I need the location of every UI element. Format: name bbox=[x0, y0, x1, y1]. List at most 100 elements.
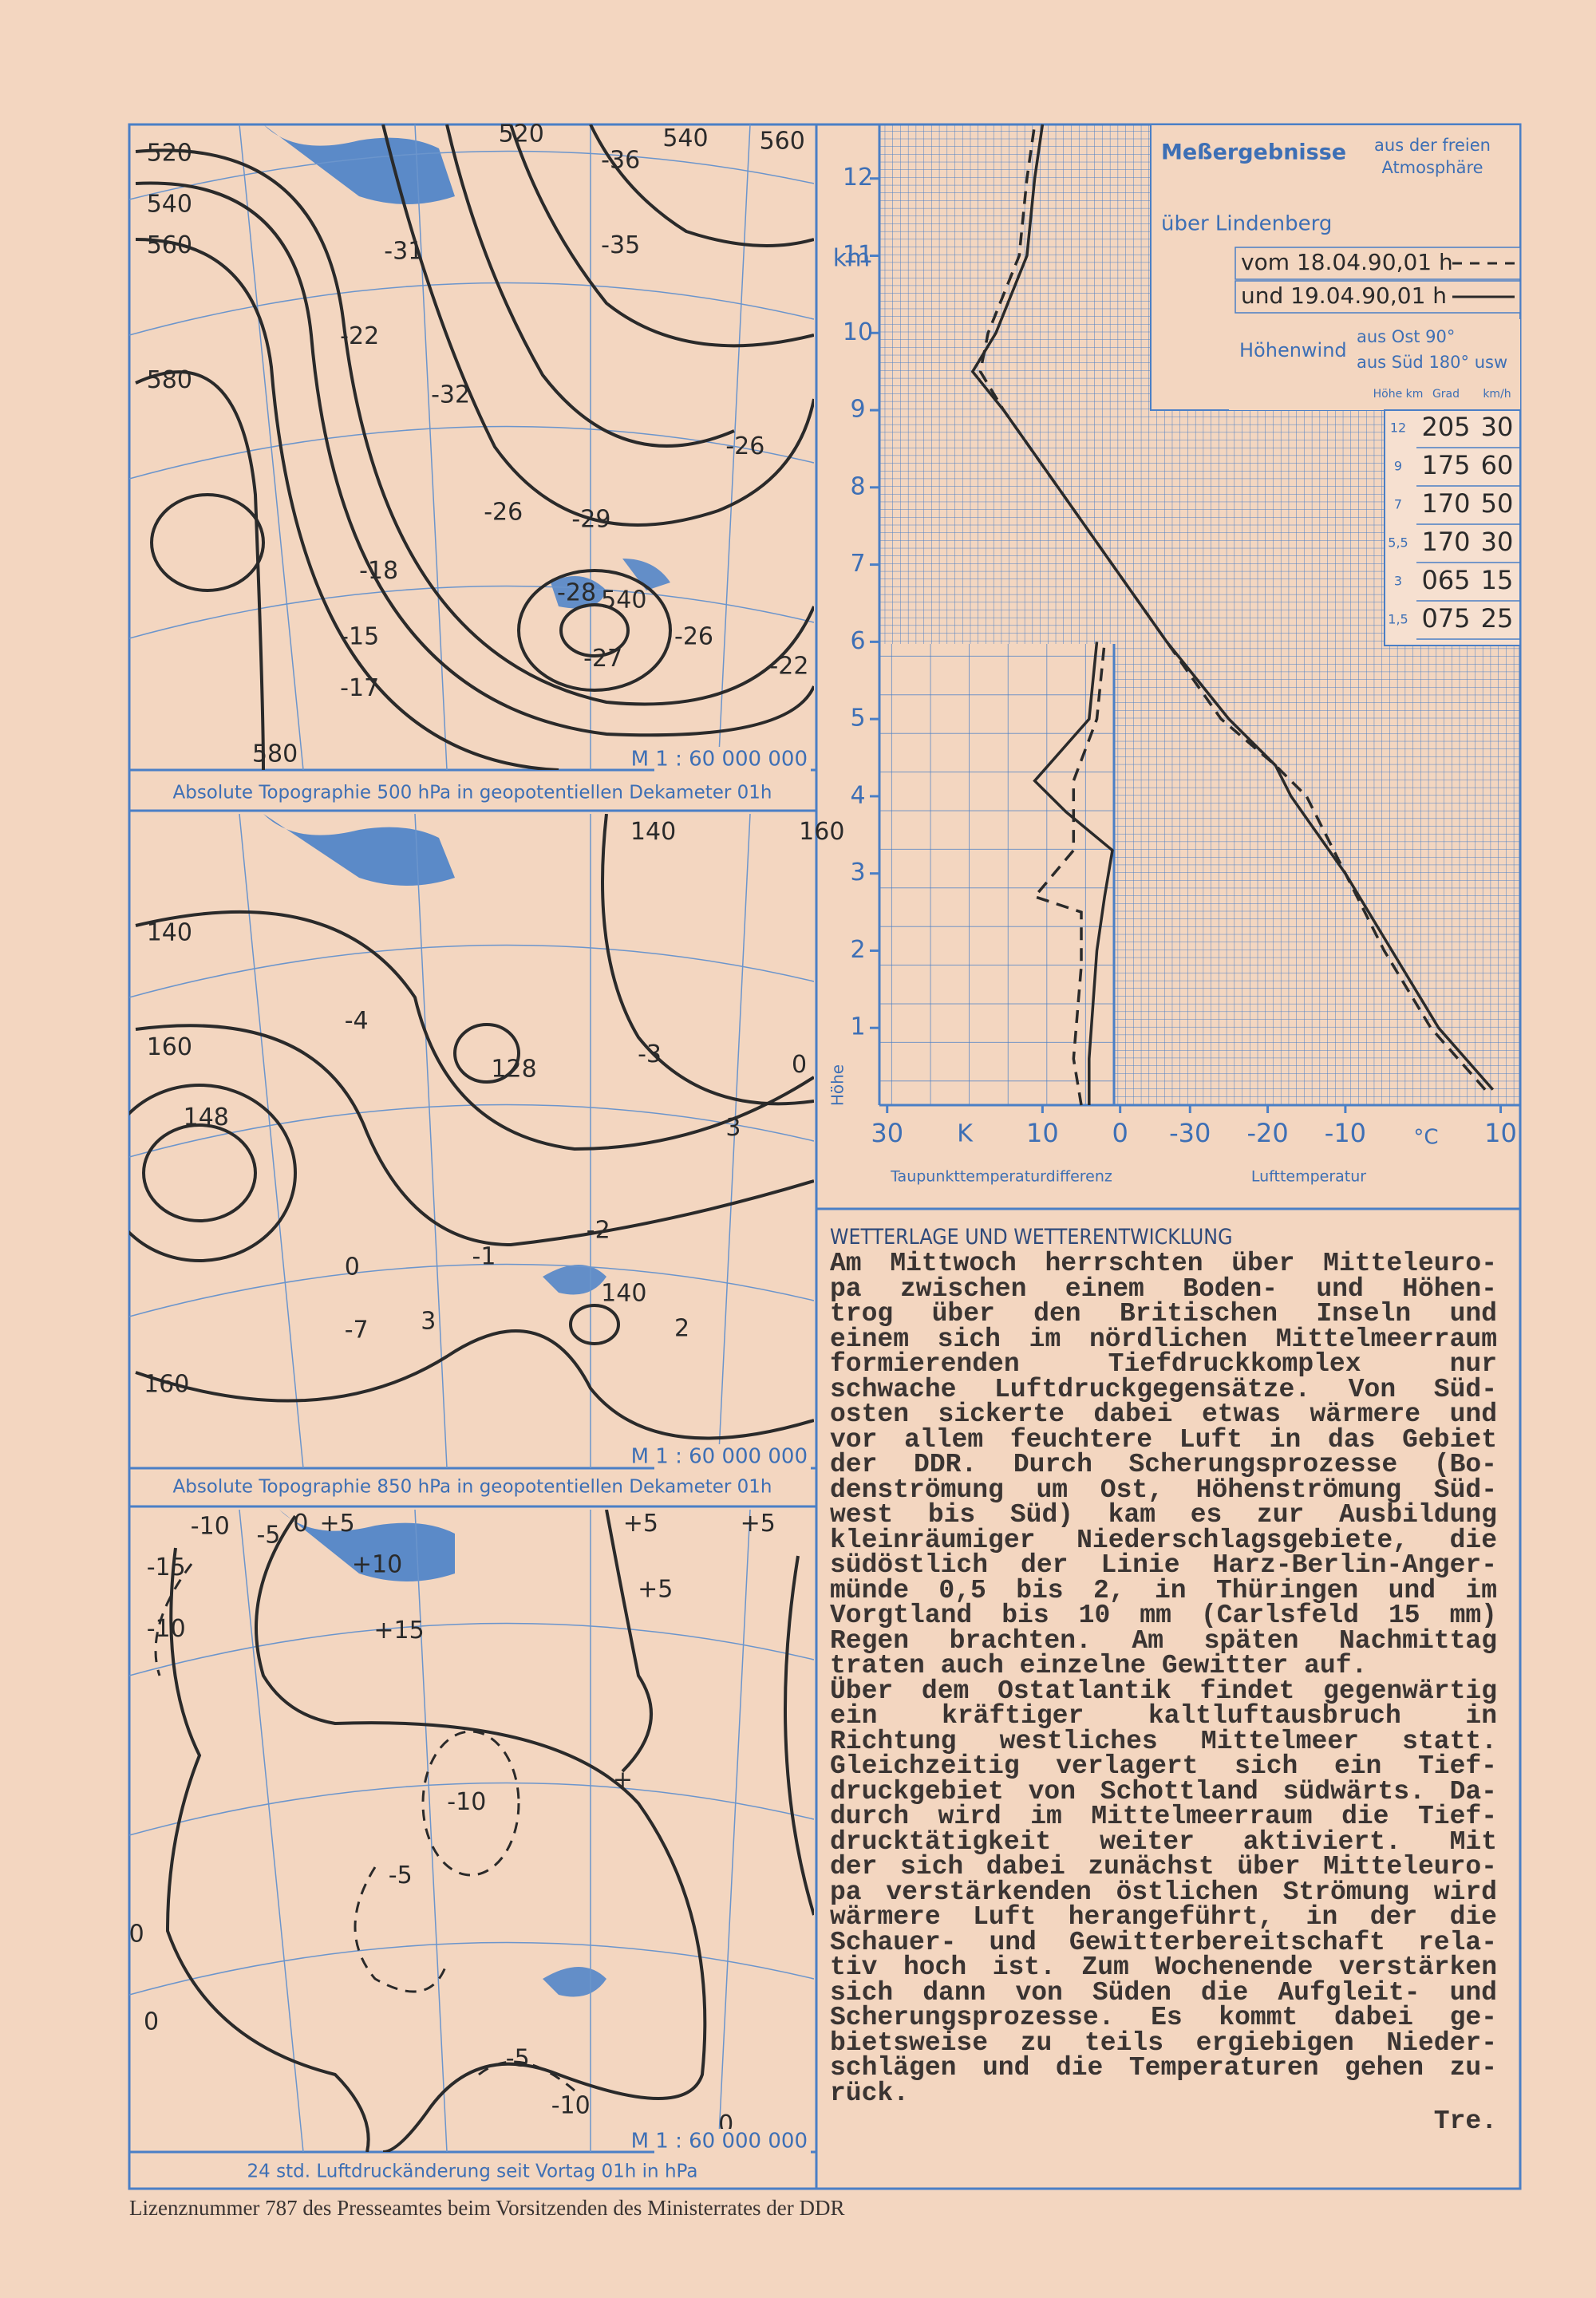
article-line: ein kräftiger kaltluftausbruch in bbox=[830, 1701, 1497, 1731]
y-tick-label: 11 bbox=[843, 241, 873, 269]
y-tick-label: 3 bbox=[850, 859, 865, 886]
map-label: -2 bbox=[587, 1217, 610, 1245]
y-tick-label: 2 bbox=[850, 936, 865, 964]
map-label: -28 bbox=[557, 578, 596, 606]
map-label: -22 bbox=[340, 322, 379, 350]
article-line: vor allem feuchtere Luft in das Gebiet bbox=[830, 1424, 1497, 1455]
wind-cell: 075 bbox=[1421, 603, 1470, 634]
wind-cell: 170 bbox=[1421, 527, 1470, 557]
article-line: durch wird im Mittelmeerraum die Tief- bbox=[830, 1802, 1497, 1831]
map-label: 540 bbox=[662, 124, 708, 152]
map-label: 560 bbox=[147, 231, 192, 259]
map-label: -15 bbox=[340, 623, 379, 651]
wind-cell: 3 bbox=[1394, 574, 1402, 589]
wind-header: Höhe km bbox=[1373, 388, 1424, 401]
x-unit: °C bbox=[1413, 1126, 1438, 1150]
map-label: -5 bbox=[389, 1862, 413, 1889]
x-tick-label: 10 bbox=[1484, 1118, 1517, 1148]
map-label: 2 bbox=[674, 1315, 689, 1343]
sounding-subtitle: Atmosphäre bbox=[1381, 158, 1483, 177]
map-label: 140 bbox=[147, 919, 192, 947]
scale-box bbox=[654, 2129, 811, 2154]
map-label: 560 bbox=[760, 128, 805, 156]
y-unit: km bbox=[833, 245, 871, 273]
map-label: 140 bbox=[601, 1280, 646, 1308]
map-label: +10 bbox=[352, 1550, 402, 1578]
article-line: einem sich im nördlichen Mittelmeerraum bbox=[830, 1324, 1497, 1354]
article-line: west bis Süd) kam es zur Ausbildung bbox=[830, 1500, 1497, 1530]
footer: Lizenznummer 787 des Presseamtes beim Vo… bbox=[129, 2196, 845, 2220]
article-line: bietsweise zu teils ergiebigen Nieder- bbox=[830, 2028, 1497, 2058]
map-label: +5 bbox=[638, 1576, 673, 1604]
wind-note: aus Süd 180° usw bbox=[1357, 353, 1507, 372]
y-tick-label: 10 bbox=[843, 318, 873, 346]
map-label: + bbox=[613, 1766, 633, 1794]
y-tick-label: 12 bbox=[843, 164, 873, 192]
map-label: -32 bbox=[431, 381, 470, 409]
article-line: sich dann von Süden die Aufgleit- und bbox=[830, 1977, 1497, 2008]
map-label: -5 bbox=[506, 2044, 530, 2072]
map-label: 540 bbox=[601, 586, 646, 614]
map-label: 160 bbox=[147, 1033, 192, 1061]
map-label: -7 bbox=[345, 1316, 369, 1344]
map-label: 0 bbox=[129, 1920, 144, 1948]
article-line: denströmung um Ost, Höhenströmung Süd- bbox=[830, 1475, 1497, 1505]
map-label: -3 bbox=[638, 1040, 662, 1068]
map-label: -5 bbox=[256, 1522, 280, 1550]
x-unit: K bbox=[957, 1120, 974, 1148]
wind-cell: 9 bbox=[1394, 459, 1402, 474]
signature: Tre. bbox=[1433, 2106, 1497, 2136]
map-label: -1 bbox=[472, 1243, 496, 1271]
article-line: schwache Luftdruckgegensätze. Von Süd- bbox=[830, 1374, 1497, 1404]
map-label: 520 bbox=[147, 139, 192, 167]
map-caption: 24 std. Luftdruckänderung seit Vortag 01… bbox=[247, 2162, 698, 2182]
x-tick-label: 0 bbox=[1112, 1118, 1128, 1148]
article-line: schlägen und die Temperaturen gehen zu- bbox=[830, 2053, 1497, 2083]
article-line: tiv hoch ist. Zum Wochenende verstärken bbox=[830, 1953, 1497, 1982]
y-label: Höhe bbox=[828, 1064, 847, 1106]
wind-cell: 50 bbox=[1481, 488, 1514, 519]
map-label: -35 bbox=[601, 231, 640, 259]
map-label: +5 bbox=[741, 1510, 776, 1538]
wind-cell: 065 bbox=[1421, 565, 1470, 595]
map-label: +15 bbox=[373, 1617, 424, 1645]
map-label: 580 bbox=[147, 366, 192, 394]
scale-box bbox=[654, 747, 811, 772]
map-label: 160 bbox=[799, 818, 844, 846]
article-line: wärmere Luft herangeführt, in der die bbox=[830, 1902, 1497, 1932]
map-label: -4 bbox=[345, 1007, 369, 1035]
map-label: 3 bbox=[421, 1307, 436, 1335]
article-heading: WETTERLAGE UND WETTERENTWICKLUNG bbox=[830, 1225, 1233, 1250]
map-label: 520 bbox=[499, 120, 544, 148]
article-line: der DDR. Durch Scherungsprozesse (Bo- bbox=[830, 1450, 1497, 1479]
x-tick-label: -20 bbox=[1246, 1118, 1288, 1148]
y-tick-label: 4 bbox=[850, 781, 865, 809]
article-line: münde 0,5 bis 2, in Thüringen und im bbox=[830, 1575, 1497, 1605]
article-line: Scherungsprozesse. Es kommt dabei ge- bbox=[830, 2003, 1497, 2032]
map-label: -26 bbox=[725, 432, 764, 460]
dewpoint-line bbox=[1033, 642, 1114, 1105]
article-line: Gleichzeitig verlagert sich ein Tief- bbox=[830, 1751, 1497, 1781]
article-line: pa verstärkenden östlichen Strömung wird bbox=[830, 1877, 1497, 1907]
map-art bbox=[129, 124, 814, 2152]
map-scale: M 1 : 60 000 000 bbox=[631, 748, 808, 772]
map-label: 540 bbox=[147, 191, 192, 219]
article-line: osten sickerte dabei etwas wärmere und bbox=[830, 1400, 1497, 1429]
y-tick-label: 6 bbox=[850, 627, 865, 655]
y-tick-label: 9 bbox=[850, 396, 865, 424]
map-label: -15 bbox=[147, 1554, 186, 1581]
wind-cell: 60 bbox=[1481, 450, 1514, 480]
map-label: -29 bbox=[571, 506, 610, 534]
map-scale: M 1 : 60 000 000 bbox=[631, 2130, 808, 2154]
article-line: trog über den Britischen Inseln und bbox=[830, 1299, 1497, 1329]
map-label: -18 bbox=[359, 557, 398, 585]
map-label: +5 bbox=[623, 1510, 658, 1538]
map-label: 140 bbox=[630, 818, 676, 846]
map-caption: Absolute Topographie 850 hPa in geopoten… bbox=[172, 1477, 772, 1498]
article-line: Über dem Ostatlantik findet gegenwärtig bbox=[830, 1676, 1497, 1706]
map-label: -26 bbox=[674, 623, 713, 651]
map-label: 148 bbox=[184, 1104, 229, 1131]
